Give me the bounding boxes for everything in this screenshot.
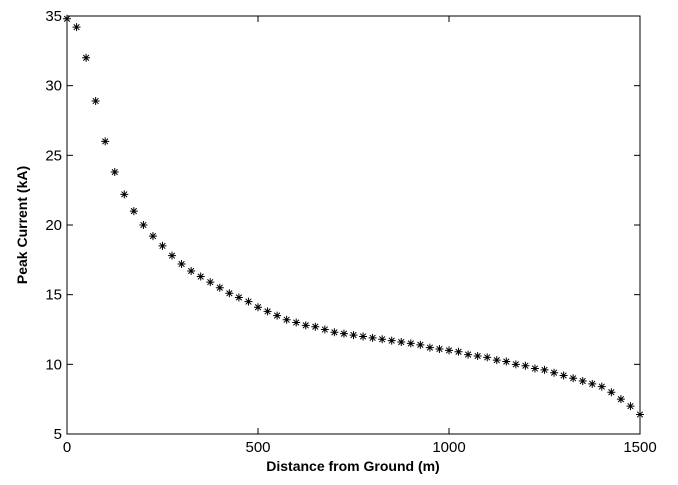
- data-point: [320, 325, 329, 334]
- data-point: [511, 360, 520, 369]
- data-point: [311, 322, 320, 331]
- data-point: [521, 361, 530, 370]
- data-point: [82, 53, 91, 62]
- data-point: [378, 335, 387, 344]
- x-tick-label: 500: [245, 439, 270, 456]
- data-point: [244, 297, 253, 306]
- x-tick-label: 0: [63, 439, 71, 456]
- data-point: [110, 168, 119, 177]
- data-point: [206, 278, 215, 287]
- y-tick-label: 5: [54, 426, 62, 443]
- data-point: [215, 283, 224, 292]
- data-point: [234, 293, 243, 302]
- data-point: [120, 190, 129, 199]
- y-tick-label: 35: [45, 8, 62, 25]
- data-point: [483, 353, 492, 362]
- data-point: [273, 311, 282, 320]
- data-point: [301, 321, 310, 330]
- data-point: [616, 395, 625, 404]
- x-tick-label: 1500: [623, 439, 656, 456]
- y-tick-label: 25: [45, 147, 62, 164]
- data-point: [263, 307, 272, 316]
- data-point: [406, 339, 415, 348]
- data-point: [607, 388, 616, 397]
- data-point: [196, 272, 205, 281]
- data-point: [72, 23, 81, 32]
- data-point: [588, 379, 597, 388]
- data-point: [416, 340, 425, 349]
- data-point: [139, 221, 148, 229]
- data-point: [339, 329, 348, 338]
- data-point: [559, 371, 568, 380]
- data-point: [359, 332, 368, 341]
- data-point: [578, 377, 587, 386]
- data-point: [464, 350, 473, 359]
- data-point: [626, 402, 635, 411]
- y-tick-label: 30: [45, 78, 62, 95]
- x-tick-label: 1000: [432, 439, 465, 456]
- data-point: [530, 364, 539, 373]
- data-point: [292, 318, 301, 327]
- data-point: [282, 315, 291, 324]
- data-point: [550, 368, 559, 377]
- data-point: [540, 365, 549, 374]
- data-point: [177, 260, 186, 269]
- data-point: [425, 343, 434, 352]
- data-point: [569, 374, 578, 383]
- data-point: [225, 289, 234, 298]
- data-point: [397, 338, 406, 347]
- y-tick-label: 20: [45, 217, 62, 234]
- data-point: [254, 303, 262, 312]
- data-point: [636, 410, 644, 419]
- data-point: [387, 336, 396, 345]
- x-axis-title: Distance from Ground (m): [266, 458, 439, 474]
- data-point: [597, 382, 606, 391]
- y-tick-label: 10: [45, 356, 62, 373]
- data-point: [473, 351, 482, 360]
- data-point: [168, 251, 177, 260]
- data-point: [445, 346, 453, 355]
- data-point: [435, 345, 444, 354]
- data-point: [330, 328, 339, 337]
- data-point: [454, 347, 463, 356]
- data-point: [492, 356, 501, 365]
- y-axis-title: Peak Current (kA): [14, 166, 30, 284]
- data-point: [129, 207, 138, 216]
- y-tick-label: 15: [45, 287, 62, 304]
- data-point: [158, 241, 167, 250]
- data-point: [349, 331, 358, 340]
- data-point: [63, 14, 71, 23]
- data-point: [368, 333, 377, 342]
- data-point: [502, 357, 511, 366]
- data-point: [148, 232, 157, 241]
- data-point: [101, 137, 110, 146]
- data-point: [91, 96, 100, 105]
- data-point: [187, 266, 196, 275]
